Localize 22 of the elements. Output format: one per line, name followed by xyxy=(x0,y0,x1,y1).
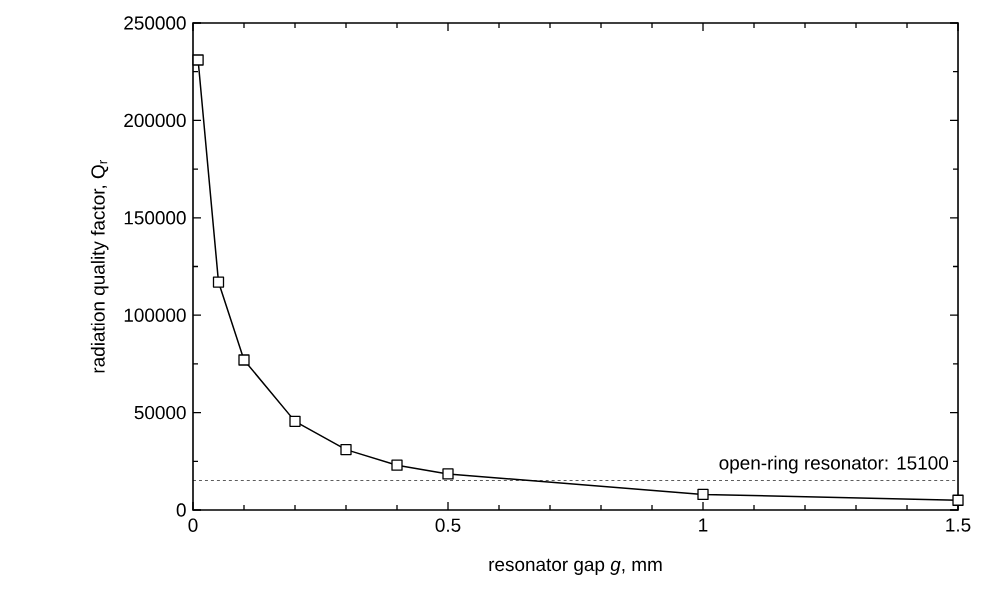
point xyxy=(238,354,250,366)
y-tick-label: 100000 xyxy=(124,308,186,322)
point xyxy=(289,415,301,428)
y-tick-label: 250000 xyxy=(124,16,186,30)
y-axis-title: radiation quality factor, Q$_{r}$ xyxy=(90,160,109,373)
y-tick-label: 150000 xyxy=(124,211,186,225)
point xyxy=(192,54,204,66)
y-tick-label: 50000 xyxy=(134,405,186,420)
y-tick-label: 200000 xyxy=(124,113,186,128)
x-axis-title: resonator gap g, mm xyxy=(489,558,662,575)
x-tick-label: 1.5 xyxy=(946,518,971,532)
y-tick-label: 0 xyxy=(176,503,186,517)
point xyxy=(340,443,352,456)
x-tick-label: 0.5 xyxy=(435,518,461,532)
point xyxy=(391,459,403,471)
x-tick-label: 1 xyxy=(699,518,708,532)
legend-label: open-ring resonator: 15100 xyxy=(719,455,949,474)
point xyxy=(442,468,454,480)
point xyxy=(212,276,225,288)
x-tick-label: 0 xyxy=(188,518,198,532)
point xyxy=(697,488,709,501)
point xyxy=(952,494,964,506)
